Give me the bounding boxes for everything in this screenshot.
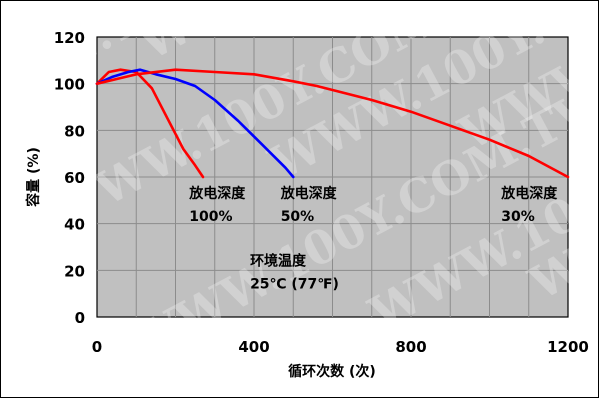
y-tick-label: 100 — [54, 76, 85, 94]
y-tick-label: 60 — [64, 169, 85, 187]
y-tick-label: 20 — [64, 262, 85, 280]
series-line-2 — [95, 68, 295, 179]
x-axis-title: 循环次数 (次) — [288, 363, 376, 380]
series-line-3 — [95, 68, 570, 179]
x-tick-label: 0 — [92, 338, 102, 356]
y-tick-label: 80 — [64, 122, 85, 140]
annotation-temp: 环境温度 25℃ (77℉) — [250, 253, 339, 293]
x-tick-label: 800 — [395, 338, 426, 356]
x-tick-labels: 0 400 800 1200 — [92, 338, 589, 356]
annotation-line: 50% — [281, 209, 315, 225]
y-tick-label: 40 — [64, 216, 85, 234]
annotations: 放电深度 100% 放电深度 50% 放电深度 30% 环境温度 25℃ (77℉) — [188, 185, 558, 293]
x-tick-label: 400 — [238, 338, 269, 356]
series-layer — [95, 68, 570, 179]
annotation-dod100: 放电深度 100% — [188, 185, 246, 225]
y-tick-labels: 0 20 40 60 80 100 120 — [54, 29, 85, 327]
annotation-line: 100% — [189, 209, 232, 225]
y-tick-label: 120 — [54, 29, 85, 47]
annotation-line: 放电深度 — [500, 185, 558, 202]
annotation-line: 环境温度 — [250, 253, 307, 270]
annotation-line: 30% — [501, 209, 535, 225]
annotation-line: 放电深度 — [280, 185, 338, 202]
x-tick-label: 1200 — [547, 338, 589, 356]
annotation-line: 25℃ (77℉) — [250, 277, 339, 293]
y-axis-title: 容量 (%) — [25, 147, 42, 208]
series-line-1 — [95, 68, 205, 179]
grid-lines — [97, 37, 568, 317]
annotation-line: 放电深度 — [188, 185, 246, 202]
y-tick-label: 0 — [75, 309, 85, 327]
annotation-dod30: 放电深度 30% — [500, 185, 558, 225]
annotation-dod50: 放电深度 50% — [280, 185, 338, 225]
